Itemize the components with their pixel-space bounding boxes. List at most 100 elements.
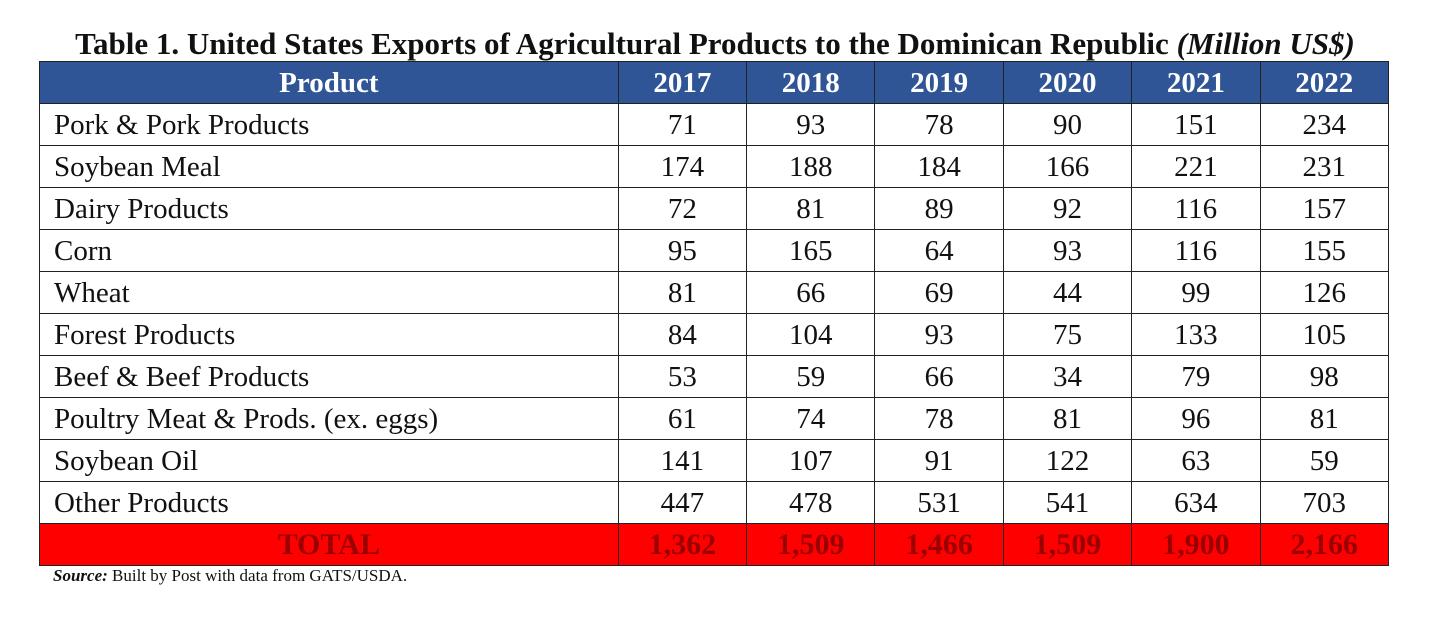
value-cell: 75 [1002,313,1133,356]
value-cell: 174 [617,145,748,188]
value-cell: 64 [874,229,1004,272]
product-name-cell: Poultry Meat & Prods. (ex. eggs) [39,397,619,440]
value-cell: 93 [746,103,876,146]
total-value-cell: 1,509 [1002,523,1133,566]
value-cell: 122 [1002,439,1133,482]
product-name-cell: Soybean Oil [39,439,619,482]
value-cell: 703 [1259,481,1390,524]
total-value-cell: 1,362 [617,523,748,566]
value-cell: 634 [1131,481,1261,524]
value-cell: 104 [746,313,876,356]
table-row: Forest Products 84 104 93 75 133 105 [39,313,1390,356]
source-note: Source: Built by Post with data from GAT… [53,566,407,586]
value-cell: 90 [1002,103,1133,146]
product-name-cell: Forest Products [39,313,619,356]
column-header-2020: 2020 [1002,61,1133,104]
value-cell: 93 [1002,229,1133,272]
value-cell: 84 [617,313,748,356]
total-row: TOTAL 1,362 1,509 1,466 1,509 1,900 2,16… [39,523,1390,566]
value-cell: 93 [874,313,1004,356]
value-cell: 155 [1259,229,1390,272]
table-title-text: Table 1. United States Exports of Agricu… [75,26,1169,61]
value-cell: 81 [617,271,748,314]
value-cell: 81 [1259,397,1390,440]
table-header-row: Product 2017 2018 2019 2020 2021 2022 [39,61,1390,104]
table-title: Table 1. United States Exports of Agricu… [40,24,1390,64]
table-row: Poultry Meat & Prods. (ex. eggs) 61 74 7… [39,397,1390,440]
value-cell: 72 [617,187,748,230]
value-cell: 66 [874,355,1004,398]
value-cell: 69 [874,271,1004,314]
table-row: Wheat 81 66 69 44 99 126 [39,271,1390,314]
value-cell: 96 [1131,397,1261,440]
table-row: Pork & Pork Products 71 93 78 90 151 234 [39,103,1390,146]
column-header-2021: 2021 [1131,61,1261,104]
value-cell: 59 [1259,439,1390,482]
source-label: Source: [53,566,108,585]
total-value-cell: 1,900 [1131,523,1261,566]
value-cell: 53 [617,355,748,398]
value-cell: 478 [746,481,876,524]
table-row: Other Products 447 478 531 541 634 703 [39,481,1390,524]
value-cell: 116 [1131,229,1261,272]
value-cell: 116 [1131,187,1261,230]
source-text: Built by Post with data from GATS/USDA. [107,566,408,585]
table-row: Dairy Products 72 81 89 92 116 157 [39,187,1390,230]
value-cell: 44 [1002,271,1133,314]
column-header-2017: 2017 [617,61,748,104]
column-header-2018: 2018 [746,61,876,104]
value-cell: 105 [1259,313,1390,356]
value-cell: 74 [746,397,876,440]
value-cell: 166 [1002,145,1133,188]
column-header-2022: 2022 [1259,61,1390,104]
table-row: Beef & Beef Products 53 59 66 34 79 98 [39,355,1390,398]
total-value-cell: 1,509 [746,523,876,566]
value-cell: 61 [617,397,748,440]
value-cell: 165 [746,229,876,272]
value-cell: 71 [617,103,748,146]
value-cell: 133 [1131,313,1261,356]
value-cell: 234 [1259,103,1390,146]
value-cell: 66 [746,271,876,314]
value-cell: 63 [1131,439,1261,482]
value-cell: 157 [1259,187,1390,230]
value-cell: 78 [874,397,1004,440]
value-cell: 231 [1259,145,1390,188]
total-value-cell: 1,466 [874,523,1004,566]
table-row: Soybean Oil 141 107 91 122 63 59 [39,439,1390,482]
value-cell: 59 [746,355,876,398]
value-cell: 95 [617,229,748,272]
column-header-2019: 2019 [874,61,1004,104]
table-row: Corn 95 165 64 93 116 155 [39,229,1390,272]
product-name-cell: Wheat [39,271,619,314]
value-cell: 92 [1002,187,1133,230]
table-row: Soybean Meal 174 188 184 166 221 231 [39,145,1390,188]
value-cell: 188 [746,145,876,188]
exports-table: Product 2017 2018 2019 2020 2021 2022 Po… [39,61,1390,566]
value-cell: 99 [1131,271,1261,314]
value-cell: 447 [617,481,748,524]
value-cell: 531 [874,481,1004,524]
value-cell: 91 [874,439,1004,482]
value-cell: 221 [1131,145,1261,188]
column-header-product: Product [39,61,619,104]
value-cell: 78 [874,103,1004,146]
value-cell: 34 [1002,355,1133,398]
product-name-cell: Other Products [39,481,619,524]
value-cell: 107 [746,439,876,482]
value-cell: 98 [1259,355,1390,398]
product-name-cell: Beef & Beef Products [39,355,619,398]
table-title-units: (Million US$) [1176,26,1355,61]
total-label-cell: TOTAL [39,523,619,566]
value-cell: 151 [1131,103,1261,146]
value-cell: 126 [1259,271,1390,314]
product-name-cell: Soybean Meal [39,145,619,188]
product-name-cell: Dairy Products [39,187,619,230]
value-cell: 184 [874,145,1004,188]
total-value-cell: 2,166 [1259,523,1390,566]
product-name-cell: Corn [39,229,619,272]
product-name-cell: Pork & Pork Products [39,103,619,146]
value-cell: 541 [1002,481,1133,524]
value-cell: 89 [874,187,1004,230]
value-cell: 81 [746,187,876,230]
